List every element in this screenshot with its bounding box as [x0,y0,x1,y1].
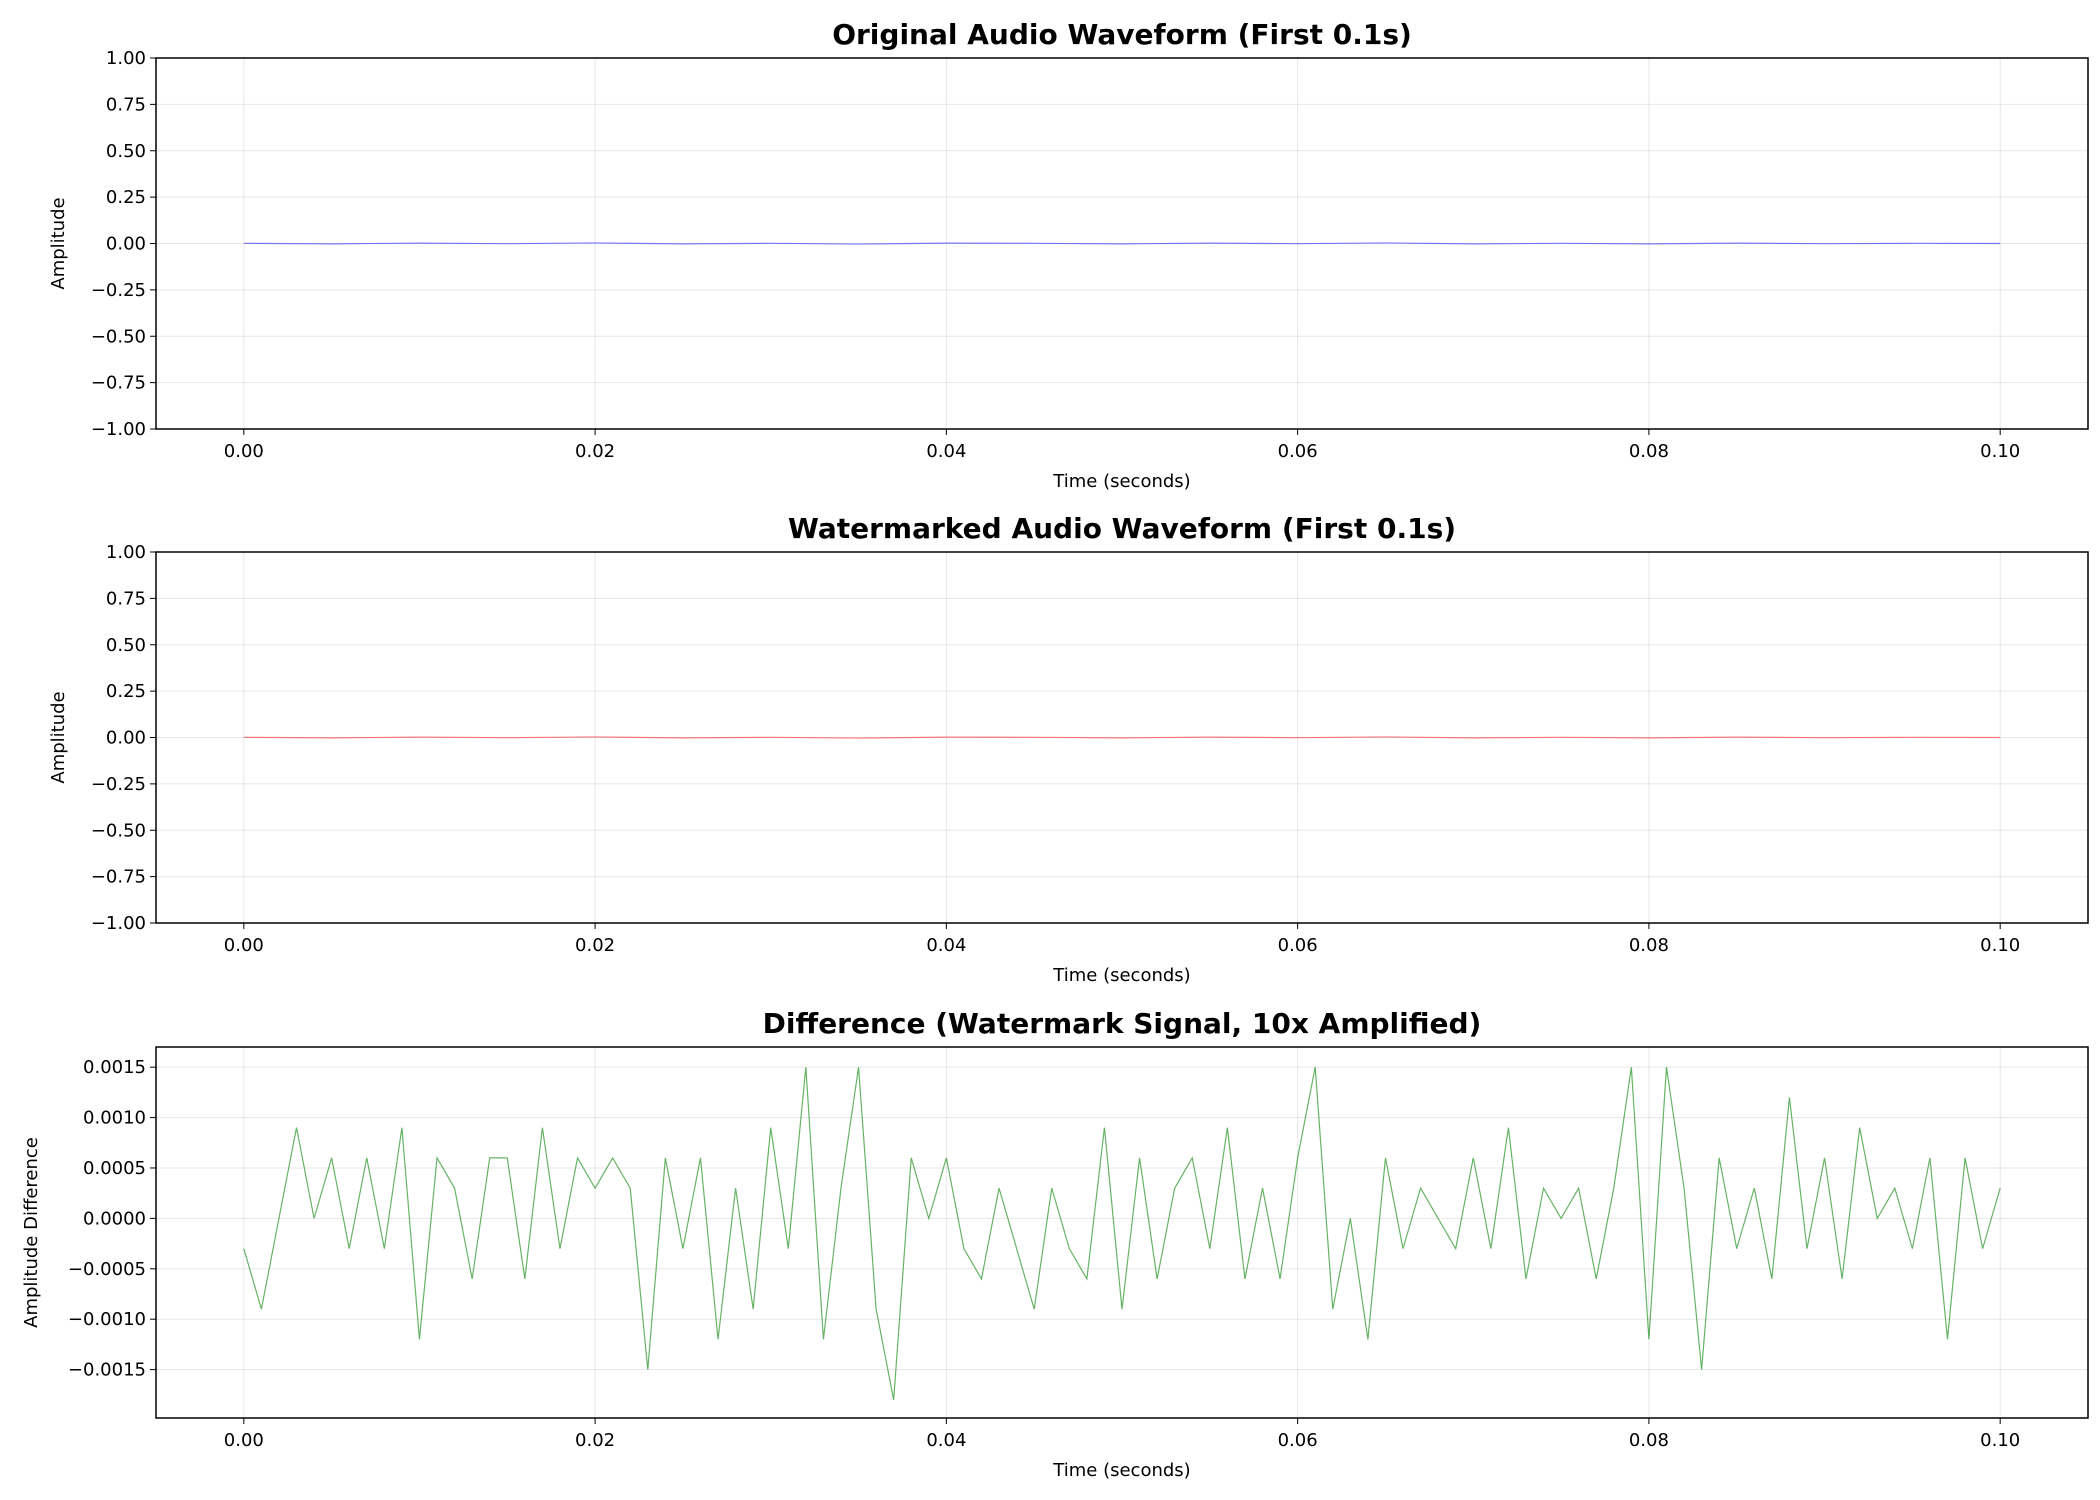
x-tick-label: 0.04 [926,1430,966,1451]
y-tick-label: 0.25 [106,681,146,702]
y-tick-label: −0.75 [91,867,146,888]
y-tick-label: 0.75 [106,94,146,115]
chart-title: Difference (Watermark Signal, 10x Amplif… [763,1007,1482,1040]
x-tick-label: 0.10 [1980,441,2020,462]
y-tick-label: −0.0005 [68,1259,146,1280]
y-tick-label: 0.50 [106,141,146,162]
x-tick-label: 0.08 [1629,441,1669,462]
y-tick-label: −0.0015 [68,1360,146,1381]
y-tick-label: 0.0010 [83,1108,146,1129]
x-tick-label: 0.06 [1278,441,1318,462]
x-tick-label: 0.00 [224,935,264,956]
axes-frame [155,1046,2089,1419]
x-tick-label: 0.00 [224,1430,264,1451]
y-tick-label: 0.25 [106,187,146,208]
y-tick-label: 0.00 [106,728,146,749]
y-tick-label: −0.25 [91,280,146,301]
axes-frame [155,57,2089,430]
y-tick-label: −0.25 [91,774,146,795]
x-tick-label: 0.02 [575,1430,615,1451]
y-tick-label: −1.00 [91,913,146,934]
chart-title: Watermarked Audio Waveform (First 0.1s) [788,512,1456,545]
x-tick-label: 0.06 [1278,1430,1318,1451]
y-tick-label: −1.00 [91,419,146,440]
x-tick-label: 0.06 [1278,935,1318,956]
y-tick-label: −0.50 [91,820,146,841]
y-tick-label: −0.75 [91,373,146,394]
waveform-line [243,736,2001,739]
x-tick-label: 0.00 [224,441,264,462]
y-tick-label: 0.0005 [83,1158,146,1179]
y-axis-label: Amplitude [48,691,69,783]
x-tick-label: 0.10 [1980,935,2020,956]
axes-frame [155,551,2089,924]
y-tick-label: 0.75 [106,588,146,609]
y-tick-label: 0.0015 [83,1057,146,1078]
x-tick-label: 0.10 [1980,1430,2020,1451]
y-tick-label: 0.0000 [83,1208,146,1229]
y-tick-label: −0.0010 [68,1309,146,1330]
y-tick-label: 1.00 [106,542,146,563]
y-axis-label: Amplitude Difference [21,1137,42,1328]
waveform-line [243,242,2001,245]
x-tick-label: 0.04 [926,935,966,956]
x-tick-label: 0.02 [575,935,615,956]
waveform-line [243,1067,2001,1400]
y-tick-label: 0.00 [106,234,146,255]
x-tick-label: 0.08 [1629,935,1669,956]
chart-title: Original Audio Waveform (First 0.1s) [832,18,1412,51]
y-tick-label: 1.00 [106,48,146,69]
x-tick-label: 0.08 [1629,1430,1669,1451]
x-axis-label: Time (seconds) [1052,1460,1190,1481]
y-tick-label: 0.50 [106,635,146,656]
x-axis-label: Time (seconds) [1052,965,1190,986]
y-axis-label: Amplitude [48,197,69,289]
x-axis-label: Time (seconds) [1052,471,1190,492]
y-tick-label: −0.50 [91,326,146,347]
x-tick-label: 0.04 [926,441,966,462]
x-tick-label: 0.02 [575,441,615,462]
